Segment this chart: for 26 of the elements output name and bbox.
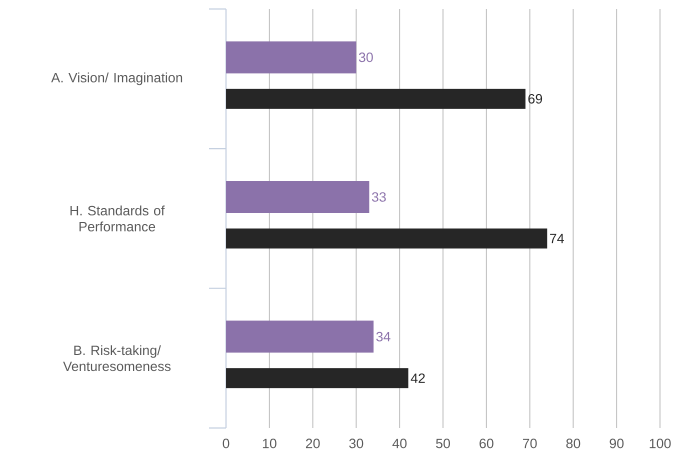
bar — [226, 228, 548, 248]
x-tick-label: 10 — [262, 438, 276, 448]
y-tick-label: A. Vision/ Imagination — [51, 72, 182, 86]
data-label: 33 — [372, 192, 386, 202]
y-tick-label: H. Standards of Performance — [70, 206, 165, 232]
y-tick-label: B. Risk-taking/ Venturesomeness — [63, 345, 171, 372]
bar — [226, 180, 370, 213]
x-tick-label: 0 — [222, 438, 230, 448]
bar — [226, 320, 374, 353]
data-label: 69 — [528, 94, 542, 104]
bar — [226, 368, 408, 388]
x-tick-label: 20 — [306, 438, 320, 448]
x-tick-label: 50 — [436, 438, 450, 448]
data-label: 42 — [410, 373, 425, 383]
x-tick-label: 70 — [522, 438, 537, 448]
x-tick-label: 80 — [566, 438, 580, 448]
bar — [226, 41, 356, 74]
x-tick-label: 30 — [349, 438, 364, 448]
x-tick-label: 60 — [480, 438, 494, 448]
x-tick-label: 40 — [392, 438, 407, 448]
data-label: 30 — [358, 52, 373, 62]
x-tick-label: 100 — [650, 438, 671, 448]
bar — [226, 88, 526, 109]
x-tick-label: 90 — [610, 438, 624, 448]
data-label: 74 — [550, 234, 564, 244]
data-label: 34 — [376, 332, 390, 342]
